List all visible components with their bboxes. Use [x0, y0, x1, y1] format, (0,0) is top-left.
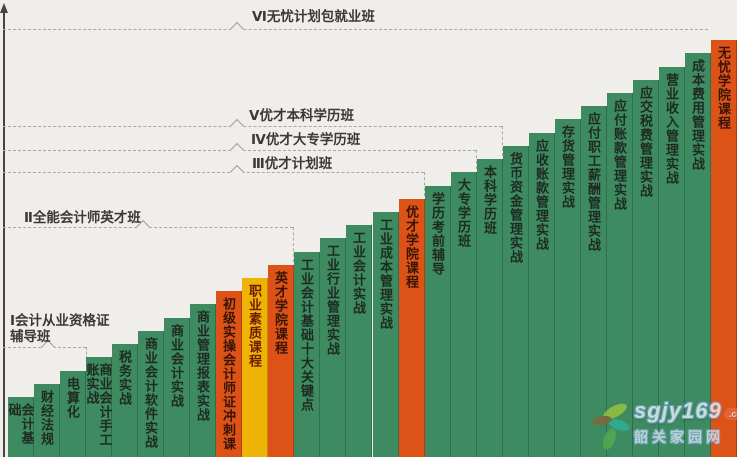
caret-up-icon	[229, 118, 245, 134]
milestone-line	[3, 29, 708, 30]
course-bar: 应收账款管理实战	[529, 133, 555, 457]
course-bar-label: 商业会计实战	[169, 324, 184, 408]
course-bar: 工业行业管理实战	[320, 238, 346, 457]
milestone-label: Ⅲ优才计划班	[252, 156, 333, 171]
course-bar: 初级实操会计师证冲刺课	[216, 291, 242, 457]
course-bar: 工业会计实战	[346, 225, 372, 457]
course-bar-label: 应付职工薪酬管理实战	[586, 112, 601, 252]
course-bar-label: 财经法规	[39, 390, 54, 446]
course-bar: 英才学院课程	[268, 265, 294, 457]
course-bar: 商业管理报表实战	[190, 304, 216, 457]
site-watermark: sgjy169 .com 韶关家园网	[590, 390, 737, 456]
milestone-drop-line	[293, 227, 294, 262]
milestone-drop-line	[424, 172, 425, 196]
course-bar-label: 成本费用管理实战	[690, 59, 705, 171]
course-bar: 商业会计手工账实战	[84, 357, 113, 457]
milestone-label: Ⅱ全能会计师英才班	[24, 210, 141, 225]
course-bar-label: 商业会计软件实战	[143, 337, 158, 449]
course-bar-label: 营业收入管理实战	[664, 73, 679, 185]
course-bar-label: 电算化	[65, 377, 80, 419]
course-bar: 优才学院课程	[399, 199, 425, 457]
course-bar-label: 优才学院课程	[404, 205, 419, 289]
course-bar: 商业会计软件实战	[138, 331, 164, 457]
course-bar: 大专学历班	[451, 172, 477, 457]
course-bar: 会计基础	[6, 397, 35, 457]
course-bar-label: 商业会计手工账实战	[84, 363, 113, 447]
course-bar-label: 无忧学院课程	[716, 46, 731, 130]
course-bar-label: 工业行业管理实战	[325, 244, 340, 356]
watermark-domain: sgjy169	[634, 398, 722, 423]
course-bar: 应付职工薪酬管理实战	[581, 106, 607, 457]
milestone-label: Ⅰ会计从业资格证辅导班	[10, 313, 110, 344]
milestone-label: Ⅳ优才大专学历班	[251, 132, 361, 147]
course-bar-label: 货币资金管理实战	[508, 152, 523, 264]
course-bar-label: 工业会计实战	[351, 231, 366, 315]
course-bar: 货币资金管理实战	[503, 146, 529, 457]
course-bar: 财经法规	[34, 384, 60, 457]
course-bar-label: 会计基础	[6, 403, 35, 445]
course-bar: 学历考前辅导	[425, 186, 451, 457]
course-bar: 存货管理实战	[555, 119, 581, 457]
course-bar: 工业成本管理实战	[373, 212, 399, 457]
course-bar: 职业素质课程	[242, 278, 268, 457]
milestone-drop-line	[502, 126, 503, 156]
course-bar-label: 工业成本管理实战	[378, 218, 393, 330]
course-bar: 本科学历班	[477, 159, 503, 457]
course-bar-label: 大专学历班	[456, 178, 471, 248]
caret-up-icon	[229, 164, 245, 180]
axis-arrow-up-icon	[0, 3, 8, 13]
caret-up-icon	[229, 142, 245, 158]
course-bar: 电算化	[60, 371, 86, 457]
milestone-label: Ⅵ无忧计划包就业班	[252, 9, 375, 24]
course-bar-label: 工业会计基础十大关键点	[299, 258, 314, 412]
course-bar-label: 英才学院课程	[273, 271, 288, 355]
course-bar-label: 商业管理报表实战	[195, 310, 210, 422]
course-bar-label: 职业素质课程	[247, 284, 262, 368]
course-bar: 应交税费管理实战	[633, 80, 659, 457]
course-bar: 营业收入管理实战	[659, 67, 685, 457]
course-bar-label: 应付账款管理实战	[612, 99, 627, 211]
course-bar-label: 应收账款管理实战	[534, 139, 549, 251]
milestone-line	[3, 126, 502, 127]
y-axis	[3, 12, 5, 457]
course-bar-label: 初级实操会计师证冲刺课	[221, 297, 236, 451]
course-bar-label: 学历考前辅导	[430, 192, 445, 276]
course-bar-label: 应交税费管理实战	[638, 86, 653, 198]
course-bar-label: 税务实战	[117, 350, 132, 406]
milestone-label: Ⅴ优才本科学历班	[249, 108, 354, 123]
course-bar-label: 本科学历班	[482, 165, 497, 235]
watermark-sitename: 韶关家园网	[634, 429, 724, 445]
course-bar: 应付账款管理实战	[607, 93, 633, 457]
course-bar: 税务实战	[112, 344, 138, 457]
course-bar-label: 存货管理实战	[560, 125, 575, 209]
watermark-tld: .com	[723, 408, 737, 420]
course-bar: 工业会计基础十大关键点	[294, 252, 320, 457]
milestone-line	[3, 172, 424, 173]
milestone-drop-line	[476, 150, 477, 169]
course-bar: 成本费用管理实战	[685, 53, 711, 457]
caret-up-icon	[229, 21, 245, 37]
course-bar: 商业会计实战	[164, 318, 190, 457]
